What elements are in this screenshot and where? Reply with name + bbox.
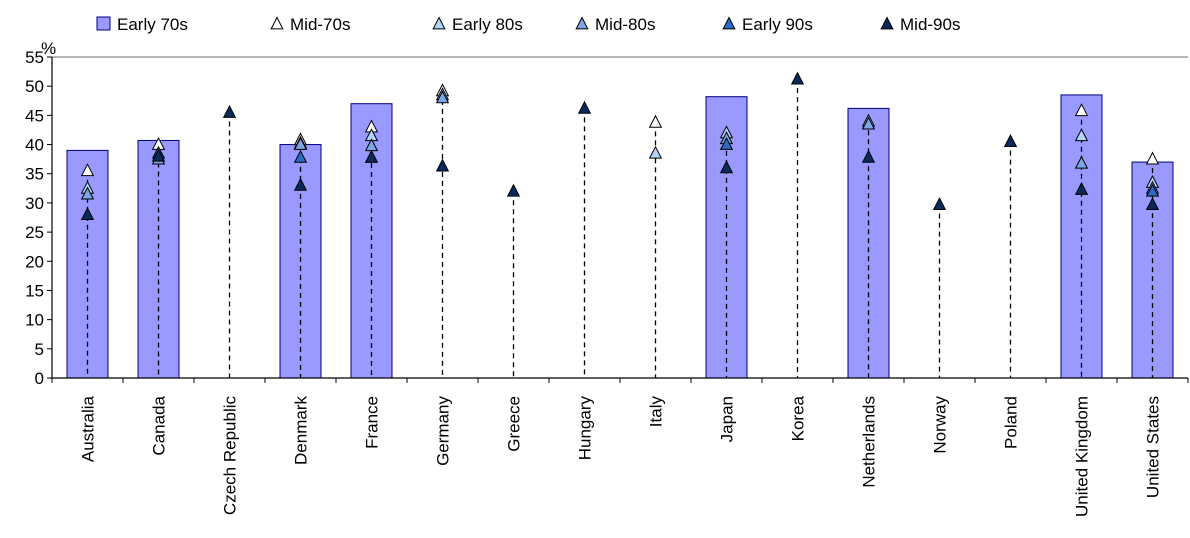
x-tick-label-korea: Korea <box>789 395 808 441</box>
marker-mid-80s-netherlands <box>861 116 876 130</box>
drop-lines <box>86 79 1154 378</box>
y-tick-label: 50 <box>25 77 44 96</box>
y-tick-label: 40 <box>25 136 44 155</box>
x-tick-label-greece: Greece <box>505 396 524 452</box>
marker-early-80s-italy <box>648 145 663 159</box>
x-tick-label-australia: Australia <box>79 395 98 462</box>
x-tick-label-japan: Japan <box>718 396 737 442</box>
y-tick-label: 5 <box>35 340 44 359</box>
legend-label: Mid-90s <box>900 15 960 34</box>
legend-swatch <box>96 16 111 31</box>
legend-item-mid-70s: Mid-70s <box>270 15 350 34</box>
marker-mid-90s-australia <box>80 206 95 220</box>
marker-mid-90s-czech-republic <box>222 104 237 118</box>
marker-mid-90s-poland <box>1003 134 1018 148</box>
legend-swatch <box>432 16 446 30</box>
marker-early-90s-japan <box>719 136 734 150</box>
x-tick-label-hungary: Hungary <box>576 396 595 461</box>
legend-label: Early 80s <box>452 15 523 34</box>
marker-early-80s-united-kingdom <box>1074 128 1089 142</box>
marker-mid-90s-united-kingdom <box>1074 181 1089 195</box>
x-tick-label-germany: Germany <box>434 396 453 466</box>
legend-label: Mid-80s <box>595 15 655 34</box>
marker-mid-90s-norway <box>932 197 947 211</box>
marker-mid-90s-canada <box>151 148 166 162</box>
legend-swatch <box>880 16 894 30</box>
legend-item-mid-80s: Mid-80s <box>575 15 655 34</box>
legend: Early 70s Mid-70s Early 80s Mid-80s Early 90… <box>96 15 960 34</box>
y-tick-label: 15 <box>25 281 44 300</box>
marker-series <box>80 71 1160 220</box>
axes: 0 5 10 15 20 25 30 35 40 45 50 55% Australia Canada Cz… <box>25 39 1189 517</box>
legend-label: Early 70s <box>117 15 188 34</box>
marker-early-90s-united-states <box>1145 183 1160 197</box>
marker-mid-90s-hungary <box>577 100 592 114</box>
legend-swatch <box>575 16 589 30</box>
x-tick-label-czech-republic: Czech Republic <box>221 396 240 516</box>
marker-mid-90s-france <box>364 149 379 163</box>
legend-item-early-70s: Early 70s <box>96 15 188 34</box>
x-tick-label-italy: Italy <box>647 396 666 428</box>
legend-item-mid-90s: Mid-90s <box>880 15 960 34</box>
marker-mid-80s-denmark <box>293 136 308 150</box>
x-tick-label-france: France <box>363 396 382 449</box>
y-tick-label: 25 <box>25 223 44 242</box>
marker-mid-90s-united-states <box>1145 197 1160 211</box>
y-axis-unit-label: % <box>41 39 56 58</box>
legend-label: Mid-70s <box>290 15 350 34</box>
y-tick-label: 30 <box>25 194 44 213</box>
x-tick-label-poland: Poland <box>1002 396 1021 449</box>
marker-mid-90s-greece <box>506 183 521 197</box>
marker-mid-70s-australia <box>80 163 95 177</box>
marker-early-90s-denmark <box>293 149 308 163</box>
legend-swatch <box>722 16 736 30</box>
marker-mid-80s-germany <box>435 90 450 104</box>
legend-swatch <box>270 16 284 30</box>
marker-mid-80s-united-kingdom <box>1074 155 1089 169</box>
legend-item-early-90s: Early 90s <box>722 15 813 34</box>
marker-mid-90s-germany <box>435 158 450 172</box>
x-tick-label-canada: Canada <box>150 395 169 455</box>
marker-mid-90s-netherlands <box>861 149 876 163</box>
y-tick-label: 35 <box>25 165 44 184</box>
legend-item-early-80s: Early 80s <box>432 15 523 34</box>
legend-label: Early 90s <box>742 15 813 34</box>
marker-mid-90s-denmark <box>293 177 308 191</box>
x-tick-label-united-kingdom: United Kingdom <box>1073 396 1092 517</box>
y-tick-label: 10 <box>25 311 44 330</box>
bar-series <box>66 94 1174 379</box>
x-tick-label-norway: Norway <box>931 396 950 454</box>
x-tick-label-denmark: Denmark <box>292 396 311 465</box>
marker-mid-90s-korea <box>790 71 805 85</box>
marker-mid-80s-australia <box>80 186 95 200</box>
y-tick-label: 55 <box>25 48 44 67</box>
x-tick-label-netherlands: Netherlands <box>860 396 879 488</box>
marker-mid-70s-italy <box>648 114 663 128</box>
x-tick-label-united-states: United States <box>1144 396 1163 498</box>
marker-mid-90s-japan <box>719 160 734 174</box>
y-tick-label: 45 <box>25 106 44 125</box>
marker-mid-70s-united-kingdom <box>1074 103 1089 117</box>
marker-mid-70s-united-states <box>1145 151 1160 165</box>
y-tick-label: 0 <box>35 369 44 388</box>
y-tick-label: 20 <box>25 252 44 271</box>
